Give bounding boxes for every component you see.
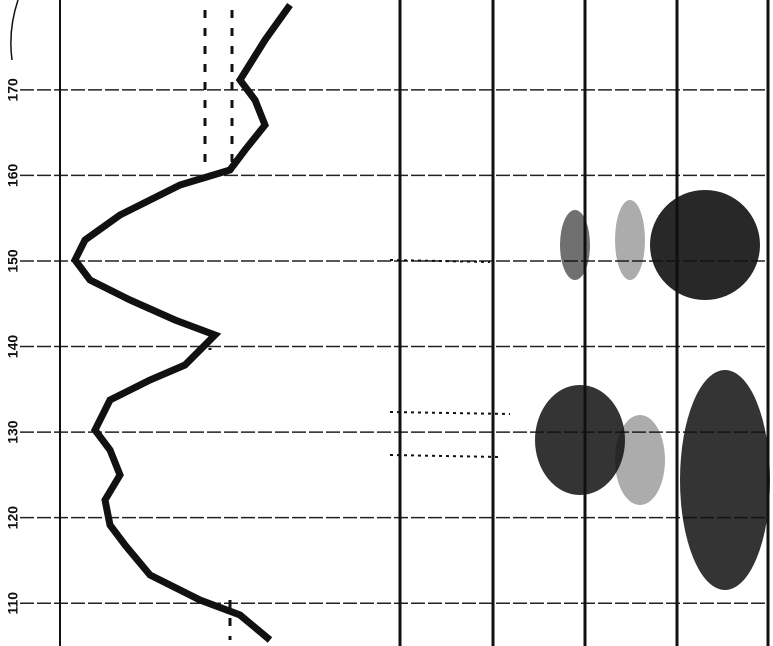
y-tick-label: 110 <box>5 592 21 615</box>
y-tick-label: 160 <box>5 164 21 188</box>
echo-returns <box>535 190 770 590</box>
grid <box>20 89 768 604</box>
y-tick-label: 170 <box>5 78 21 102</box>
frame <box>10 0 770 646</box>
y-tick-label: 140 <box>5 335 21 359</box>
y-tick-label: 150 <box>5 249 21 273</box>
y-tick-label: 120 <box>5 506 21 530</box>
trace <box>70 2 511 643</box>
y-tick-label: 130 <box>5 420 21 444</box>
